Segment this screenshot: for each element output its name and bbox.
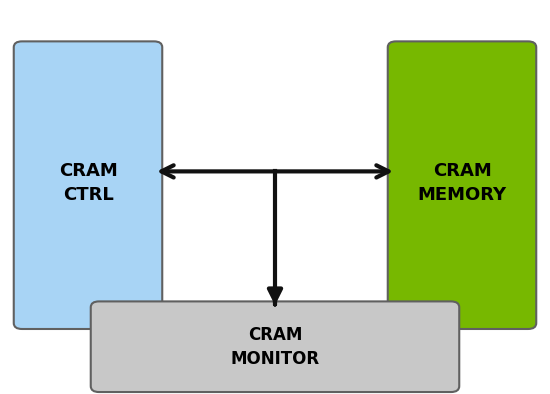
Text: CRAM
MONITOR: CRAM MONITOR — [230, 326, 320, 368]
Text: CRAM
MEMORY: CRAM MEMORY — [417, 162, 507, 204]
FancyBboxPatch shape — [14, 41, 162, 329]
FancyBboxPatch shape — [91, 301, 459, 392]
FancyBboxPatch shape — [388, 41, 536, 329]
Text: CRAM
CTRL: CRAM CTRL — [59, 162, 117, 204]
